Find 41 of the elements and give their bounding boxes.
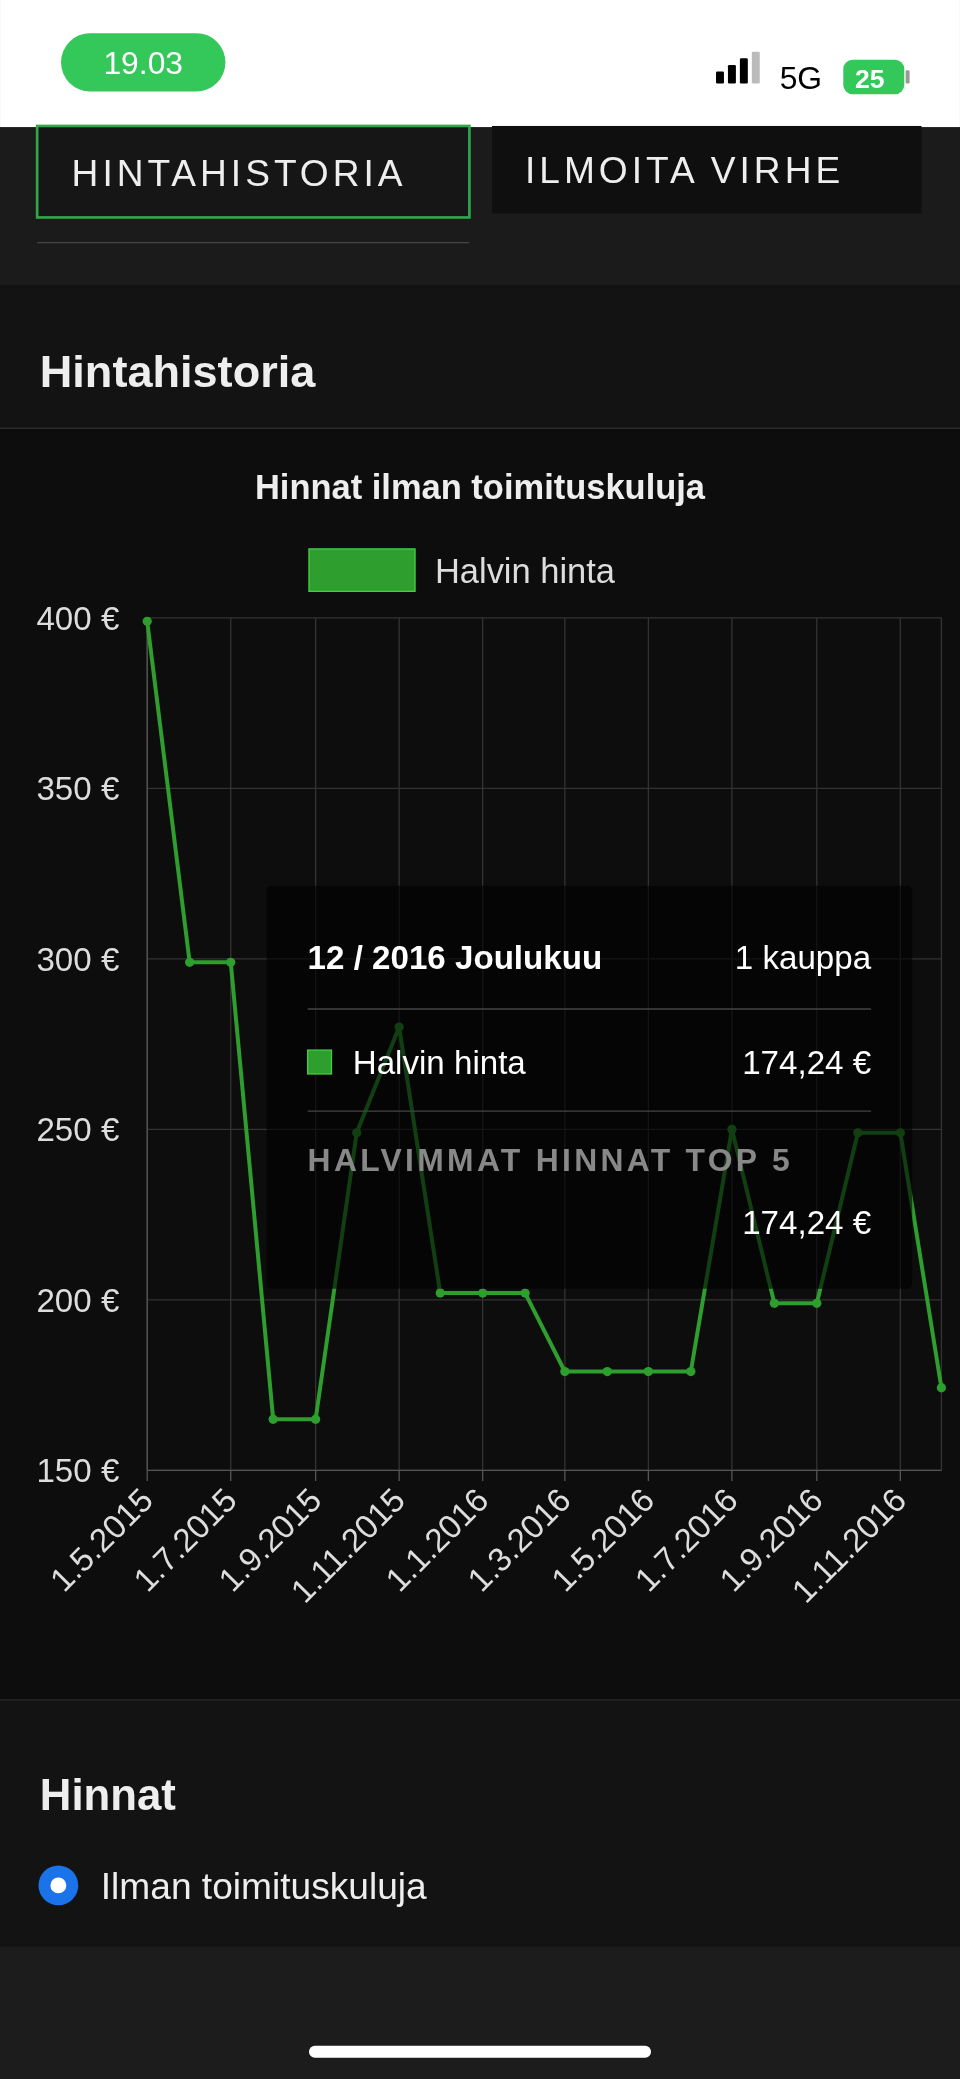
point — [310, 1414, 321, 1424]
point — [268, 1414, 278, 1424]
point — [520, 1288, 530, 1298]
point — [560, 1366, 570, 1377]
text: ILMOITA VIRHE — [525, 148, 845, 191]
legend-label: Halvin hinta — [434, 552, 616, 591]
point — [853, 1128, 863, 1138]
point — [643, 1366, 654, 1377]
point — [226, 957, 236, 967]
point — [769, 1298, 779, 1308]
text: Hintahistoria — [39, 346, 317, 398]
chart-title: Hinnat ilman toimituskuluja — [254, 467, 706, 506]
point — [435, 1288, 445, 1298]
annotation: 174,24 € — [742, 1204, 872, 1242]
annotation: 174,24 € — [742, 1043, 872, 1081]
point — [142, 616, 152, 626]
text: Ilman toimituskuluja — [100, 1864, 428, 1907]
point — [394, 1022, 404, 1032]
point — [185, 957, 195, 967]
point — [936, 1383, 947, 1393]
y-tick-label: 400 € — [36, 599, 120, 637]
point — [478, 1288, 488, 1298]
point — [812, 1298, 822, 1308]
y-tick-label: 200 € — [36, 1281, 120, 1319]
point — [895, 1128, 905, 1138]
y-tick-label: 250 € — [36, 1111, 120, 1149]
annotation: HALVIMMAT HINNAT TOP 5 — [307, 1141, 793, 1178]
point — [602, 1366, 612, 1377]
text: 25 — [855, 63, 885, 94]
annotation: 12 / 2016 Joulukuu — [307, 939, 603, 977]
annotation: 1 kauppa — [734, 939, 872, 977]
text: 19.03 — [103, 45, 184, 82]
text: Hinnat — [39, 1769, 177, 1819]
text: 5G — [779, 59, 823, 96]
y-tick-label: 300 € — [36, 940, 120, 978]
annotation: Halvin hinta — [352, 1043, 527, 1081]
y-tick-label: 150 € — [36, 1452, 120, 1490]
y-tick-label: 350 € — [36, 770, 120, 808]
point — [686, 1366, 696, 1377]
point — [352, 1128, 362, 1138]
text: HINTAHISTORIA — [71, 151, 407, 194]
